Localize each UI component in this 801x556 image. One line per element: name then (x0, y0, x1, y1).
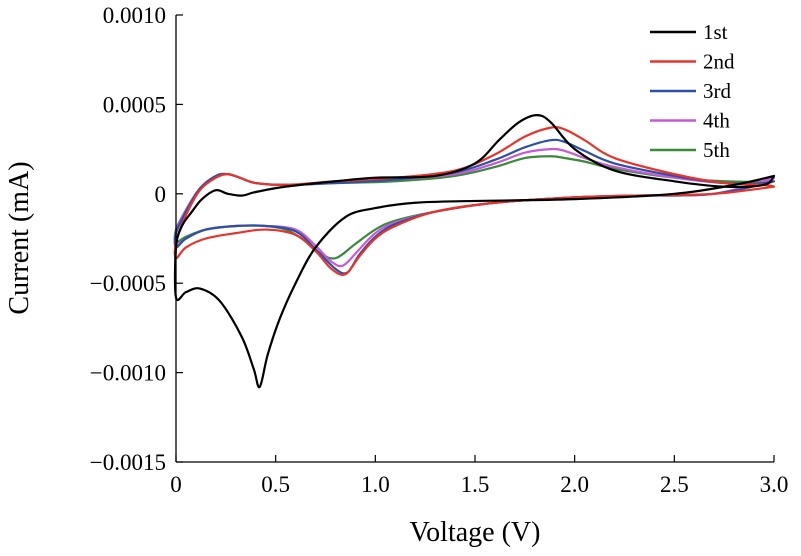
x-tick-label: 1.5 (461, 472, 490, 497)
x-tick-label: 1.0 (361, 472, 390, 497)
plot-lines (173, 114, 776, 389)
y-tick-label: 0.0010 (103, 3, 166, 28)
y-tick-label: −0.0010 (90, 361, 166, 386)
legend-label-4th: 4th (703, 109, 730, 133)
legend-label-1st: 1st (703, 20, 728, 44)
y-axis-title: Current (mA) (4, 161, 35, 314)
series-line-2nd (173, 126, 776, 276)
x-axis-title: Voltage (V) (410, 517, 541, 548)
x-tick-label: 0 (170, 472, 182, 497)
y-tick-label: 0 (155, 182, 167, 207)
x-tick-label: 2.5 (660, 472, 689, 497)
series-line-3rd (173, 138, 776, 275)
x-tick-label: 2.0 (560, 472, 589, 497)
y-tick-label: −0.0015 (90, 450, 166, 475)
x-tick-label: 0.5 (261, 472, 290, 497)
x-tick-label: 3.0 (760, 472, 789, 497)
legend-label-3rd: 3rd (703, 79, 731, 103)
y-tick-label: −0.0005 (90, 271, 166, 296)
legend-label-5th: 5th (703, 138, 730, 162)
series-line-5th (173, 155, 776, 260)
y-ticks: 0.0010 0.0005 0 −0.0005 −0.0010 −0.0015 (90, 3, 183, 475)
y-tick-label: 0.0005 (103, 92, 166, 117)
legend-label-2nd: 2nd (703, 50, 735, 74)
legend: 1st 2nd 3rd 4th 5th (650, 20, 735, 162)
axes (175, 15, 774, 463)
series-line-1st (173, 114, 776, 389)
x-ticks: 0 0.5 1.0 1.5 2.0 2.5 3.0 (170, 455, 788, 497)
